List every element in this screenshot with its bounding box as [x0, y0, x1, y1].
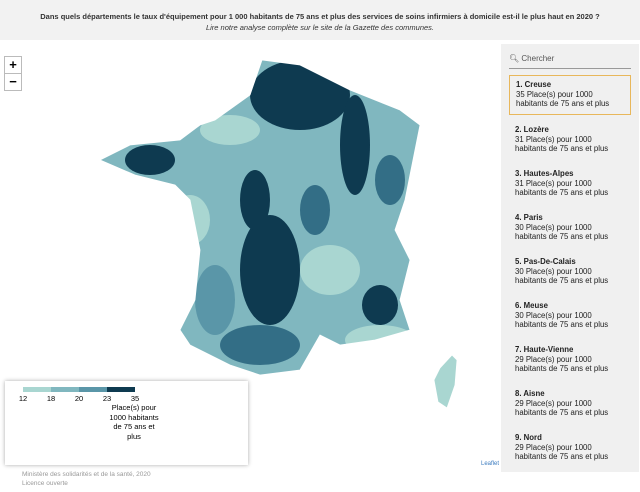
attribution[interactable]: Leaflet — [481, 461, 500, 467]
legend-tick: 12 — [19, 394, 27, 403]
legend-swatch — [51, 387, 79, 392]
title: Dans quels départements le taux d'équipe… — [40, 12, 600, 21]
list-item[interactable]: 3. Hautes-Alpes 31 Place(s) pour 1000 hab… — [509, 165, 631, 203]
item-name: 7. Haute-Vienne — [515, 345, 574, 354]
list: 1. Creuse 35 Place(s) pour 1000 habitants… — [501, 75, 639, 472]
list-item[interactable]: 8. Aisne 29 Place(s) pour 1000 habitants … — [509, 385, 631, 423]
item-name: 4. Paris — [515, 213, 543, 222]
legend-tick: 23 — [103, 394, 111, 403]
item-value: 31 Place(s) pour 1000 habitants de 75 an… — [515, 178, 609, 198]
source: Ministère des solidarités et de la santé… — [22, 471, 151, 478]
item-value: 29 Place(s) pour 1000 habitants de 75 an… — [515, 354, 609, 374]
license: Licence ouverte — [22, 480, 68, 487]
legend-tick: 18 — [47, 394, 55, 403]
list-item[interactable]: 7. Haute-Vienne 29 Place(s) pour 1000 hab… — [509, 341, 631, 379]
item-name: 2. Lozère — [515, 125, 549, 134]
item-value: 30 Place(s) pour 1000 habitants de 75 an… — [515, 222, 609, 242]
zoom-in[interactable]: + — [4, 56, 22, 74]
list-item[interactable]: 1. Creuse 35 Place(s) pour 1000 habitants… — [509, 75, 631, 115]
list-item[interactable]: 9. Nord 29 Place(s) pour 1000 habitants d… — [509, 429, 631, 467]
legend-swatch — [79, 387, 107, 392]
legend-swatch — [23, 387, 51, 392]
item-name: 3. Hautes-Alpes — [515, 169, 574, 178]
subtitle[interactable]: Lire notre analyse complète sur le site … — [205, 23, 435, 32]
list-item[interactable]: 5. Pas-De-Calais 30 Place(s) pour 1000 ha… — [509, 253, 631, 291]
item-name: 5. Pas-De-Calais — [515, 257, 576, 266]
legend-scale: 12 18 20 23 35 — [19, 387, 139, 403]
item-name: 9. Nord — [515, 433, 542, 442]
legend-swatch — [107, 387, 135, 392]
legend: 12 18 20 23 35 Place(s) pour 1000 habitants … — [5, 381, 248, 465]
item-value: 35 Place(s) pour 1000 habitants de 75 an… — [516, 89, 610, 109]
list-item[interactable]: 2. Lozère 31 Place(s) pour 1000 habitants… — [509, 121, 631, 159]
list-item[interactable]: 6. Meuse 30 Place(s) pour 1000 habitants … — [509, 297, 631, 335]
list-item[interactable]: 4. Paris 30 Place(s) pour 1000 habitants … — [509, 209, 631, 247]
item-value: 30 Place(s) pour 1000 habitants de 75 an… — [515, 266, 609, 286]
legend-tick: 20 — [75, 394, 83, 403]
search-box[interactable]: 🔍︎ Chercher — [509, 50, 631, 69]
zoom-out[interactable]: − — [4, 73, 22, 91]
legend-unit: Place(s) pour 1000 habitants de 75 ans e… — [109, 403, 159, 441]
item-name: 6. Meuse — [515, 301, 548, 310]
map[interactable] — [0, 40, 500, 470]
header: Dans quels départements le taux d'équipe… — [0, 0, 640, 40]
item-name: 1. Creuse — [516, 80, 552, 89]
item-value: 29 Place(s) pour 1000 habitants de 75 an… — [515, 442, 609, 462]
sidebar: 🔍︎ Chercher 1. Creuse 35 Place(s) pour 10… — [501, 44, 639, 472]
search-placeholder: Chercher — [521, 54, 555, 63]
legend-tick: 35 — [131, 394, 139, 403]
item-value: 29 Place(s) pour 1000 habitants de 75 an… — [515, 398, 609, 418]
item-value: 31 Place(s) pour 1000 habitants de 75 an… — [515, 134, 609, 154]
item-value: 30 Place(s) pour 1000 habitants de 75 an… — [515, 310, 609, 330]
footer: Ministère des solidarités et de la santé… — [22, 470, 151, 488]
item-name: 8. Aisne — [515, 389, 545, 398]
